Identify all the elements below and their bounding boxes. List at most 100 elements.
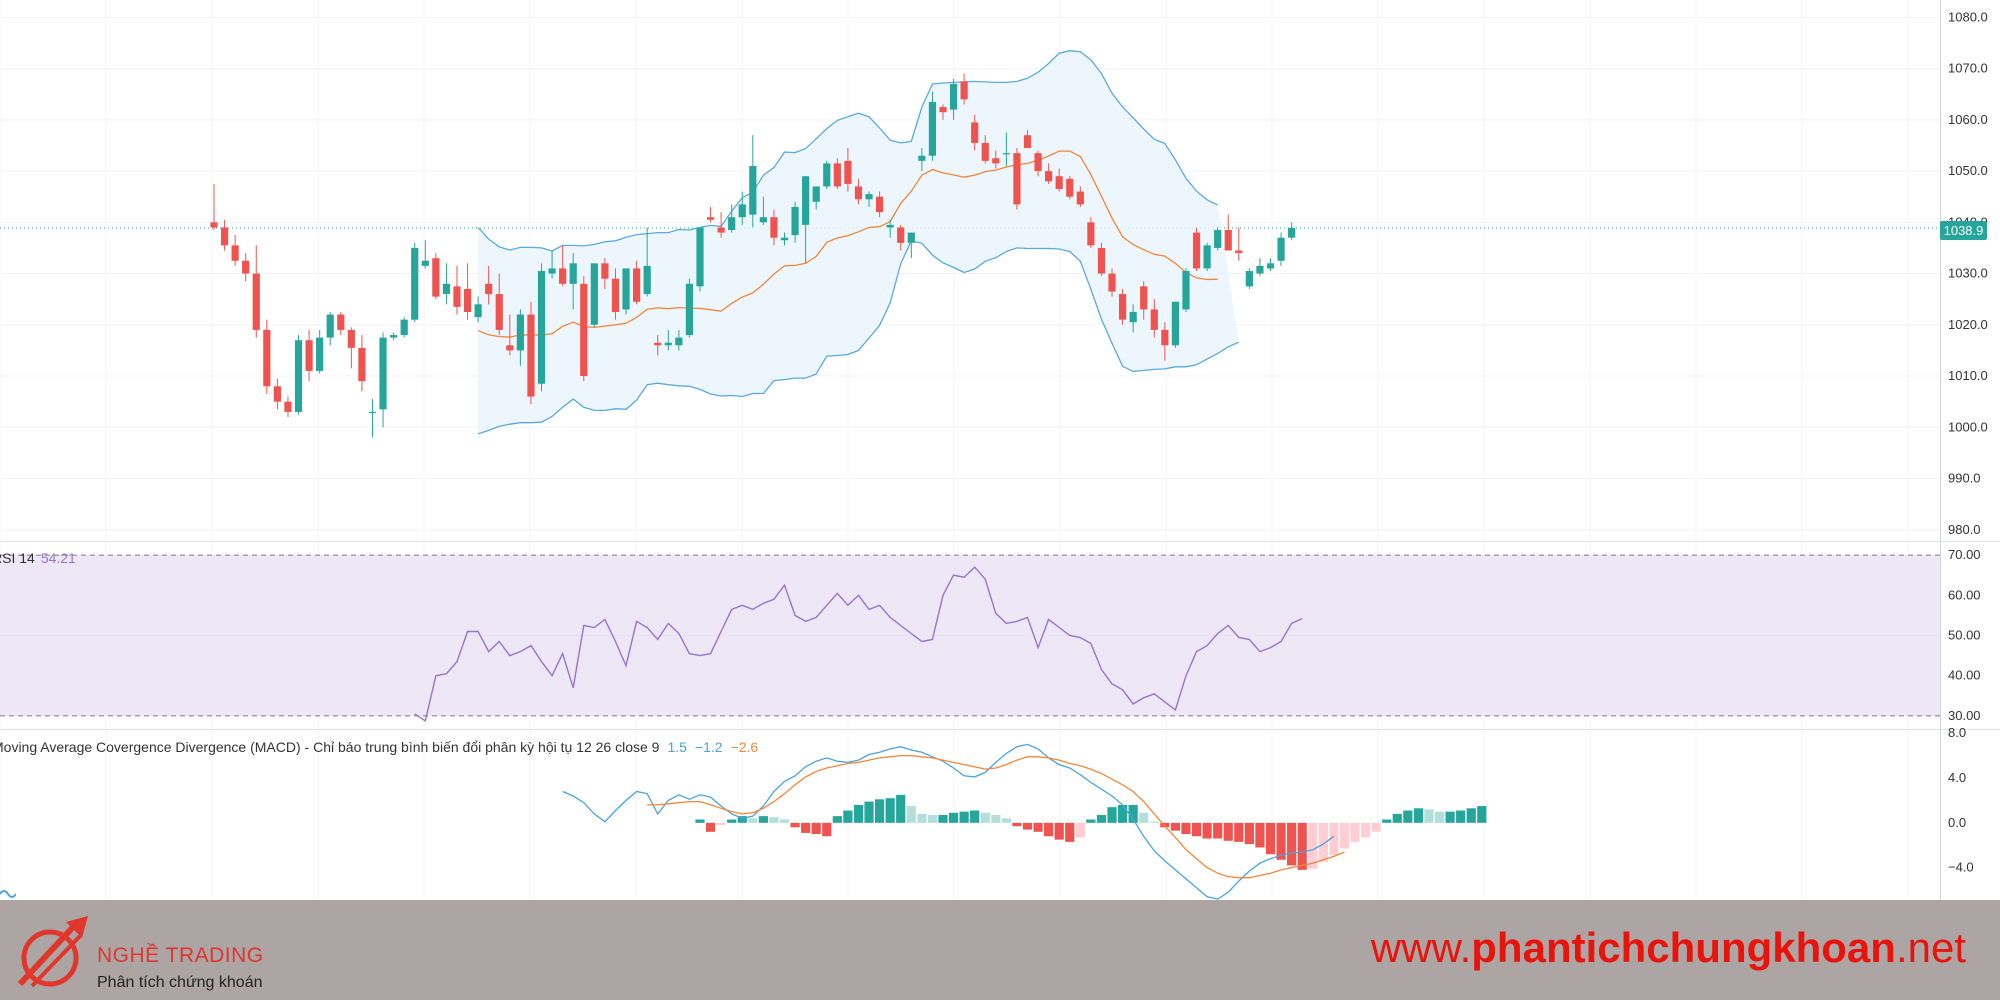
macd-histogram-bar: [1086, 819, 1096, 823]
macd-histogram-bar: [1202, 822, 1212, 839]
bollinger-upper-line: [477, 50, 1218, 252]
candle-body: [411, 247, 419, 320]
website-url[interactable]: www.phantichchungkhoan.net: [1371, 924, 1966, 972]
macd-histogram-bar: [1033, 822, 1043, 832]
candle-body: [875, 196, 884, 213]
candle-body: [1066, 178, 1074, 197]
candle-body: [717, 227, 725, 233]
macd-tick-label: 8.0: [1948, 725, 1966, 740]
candle-body: [812, 186, 820, 202]
candle-body: [886, 224, 894, 228]
macd-tick-label: 0.0: [1948, 815, 1966, 830]
rsi-tick-label: 30.00: [1948, 708, 1981, 723]
macd-histogram-bar: [801, 822, 811, 833]
candle-body: [1055, 176, 1063, 190]
url-domain: phantichchungkhoan: [1471, 924, 1896, 971]
candle-body: [865, 194, 873, 200]
candle-body: [421, 260, 429, 266]
macd-histogram-bar: [1001, 818, 1011, 823]
chart-grid: [0, 0, 2000, 900]
candle-body: [390, 335, 398, 338]
macd-histogram-bar: [1350, 822, 1360, 842]
candle-body: [463, 288, 472, 312]
candle-body: [643, 265, 651, 295]
candle-body: [1097, 247, 1106, 274]
macd-histogram-bar: [1149, 821, 1159, 823]
macd-histogram-bar: [790, 822, 800, 828]
macd-histogram-bar: [843, 810, 853, 823]
candle-body: [918, 155, 926, 161]
candle-body: [252, 273, 260, 330]
macd-histogram-bar: [1054, 822, 1064, 840]
candle-body: [1034, 153, 1042, 172]
macd-histogram-bar: [1096, 815, 1107, 823]
macd-histogram-bar: [716, 822, 726, 826]
candle-body: [706, 217, 715, 220]
candle-body: [1118, 294, 1127, 320]
candle-body: [326, 314, 334, 338]
candle-body: [601, 263, 609, 279]
candle-body: [1171, 301, 1180, 346]
candle-body: [981, 142, 989, 161]
macd-signal-value: −1.2: [695, 739, 723, 755]
candle-body: [485, 283, 493, 295]
rsi-tick-label: 60.00: [1948, 587, 1981, 602]
macd-tick-label: −4.0: [1948, 860, 1974, 875]
candle-body: [1224, 230, 1232, 251]
macd-value: 1.5: [667, 739, 687, 755]
candle-body: [263, 329, 271, 387]
rsi-tick-label: 50.00: [1948, 628, 1981, 643]
macd-histogram-bar: [1044, 822, 1054, 837]
bollinger-basis-line: [477, 150, 1218, 338]
candle-body: [992, 158, 1000, 164]
price-tick-label: 1000.0: [1948, 419, 1988, 434]
macd-histogram-bar: [1308, 822, 1318, 869]
candle-body: [284, 401, 292, 412]
macd-histogram-bar: [1382, 819, 1392, 823]
candle-body: [368, 411, 377, 414]
candle-body: [516, 314, 524, 351]
price-tick-label: 1060.0: [1948, 112, 1988, 127]
candle-body: [474, 304, 482, 318]
macd-histogram-bar: [1329, 822, 1339, 856]
macd-histogram-bar: [980, 812, 990, 823]
brand-subtitle: Phân tích chứng khoán: [97, 974, 263, 991]
candle-body: [897, 227, 905, 243]
price-tick-label: 1080.0: [1948, 9, 1988, 24]
price-axis[interactable]: 1080.01070.01060.01050.01040.01030.01020…: [1948, 9, 1988, 874]
macd-histogram-bar: [906, 806, 916, 823]
macd-histogram-bar: [1477, 806, 1487, 823]
macd-histogram-bar: [737, 816, 747, 823]
macd-histogram-bar: [1265, 822, 1276, 855]
candle-body: [1266, 263, 1275, 269]
candle-body: [537, 271, 546, 384]
macd-histogram-bar: [1107, 807, 1117, 823]
price-tick-label: 1020.0: [1948, 317, 1988, 332]
macd-histogram-bar: [1276, 822, 1286, 860]
macd-histogram-bar: [885, 798, 895, 823]
macd-title: Moving Average Covergence Divergence (MA…: [0, 739, 660, 755]
price-tick-label: 1010.0: [1948, 368, 1988, 383]
candle-body: [854, 186, 863, 200]
candle-body: [1182, 271, 1190, 310]
candle-body: [1108, 273, 1116, 292]
candle-body: [675, 337, 683, 346]
candlestick-series: [210, 73, 1296, 438]
candle-body: [949, 83, 958, 110]
macd-histogram-bar: [1012, 822, 1022, 827]
candle-body: [844, 160, 852, 184]
macd-histogram-bar: [896, 794, 906, 823]
candle-body: [939, 107, 947, 113]
tradingview-wave-icon[interactable]: [0, 884, 16, 900]
candle-body: [1288, 227, 1296, 238]
candle-body: [1245, 271, 1253, 287]
candle-body: [1023, 135, 1032, 149]
candle-body: [802, 176, 810, 225]
candle-body: [928, 101, 937, 156]
macd-tick-label: 4.0: [1948, 770, 1966, 785]
url-prefix: www.: [1370, 924, 1472, 971]
price-tick-label: 1030.0: [1948, 266, 1988, 281]
brand-name: NGHỀ TRADING: [97, 944, 264, 967]
candle-body: [559, 268, 567, 284]
